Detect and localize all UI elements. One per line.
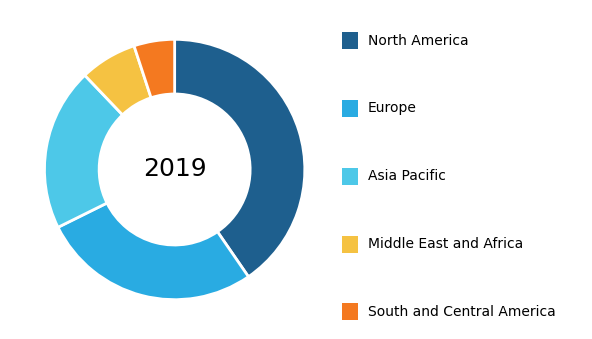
Text: Europe: Europe	[368, 101, 417, 116]
Wedge shape	[134, 39, 175, 98]
Text: 2019: 2019	[143, 158, 207, 181]
Wedge shape	[58, 203, 249, 300]
FancyBboxPatch shape	[342, 236, 358, 253]
Text: North America: North America	[368, 34, 469, 48]
Wedge shape	[44, 75, 123, 227]
FancyBboxPatch shape	[342, 303, 358, 320]
Wedge shape	[175, 39, 305, 277]
Text: Middle East and Africa: Middle East and Africa	[368, 237, 523, 251]
Wedge shape	[85, 46, 151, 115]
FancyBboxPatch shape	[342, 32, 358, 49]
FancyBboxPatch shape	[342, 168, 358, 185]
Text: South and Central America: South and Central America	[368, 305, 556, 319]
Text: Asia Pacific: Asia Pacific	[368, 169, 446, 183]
FancyBboxPatch shape	[342, 100, 358, 117]
